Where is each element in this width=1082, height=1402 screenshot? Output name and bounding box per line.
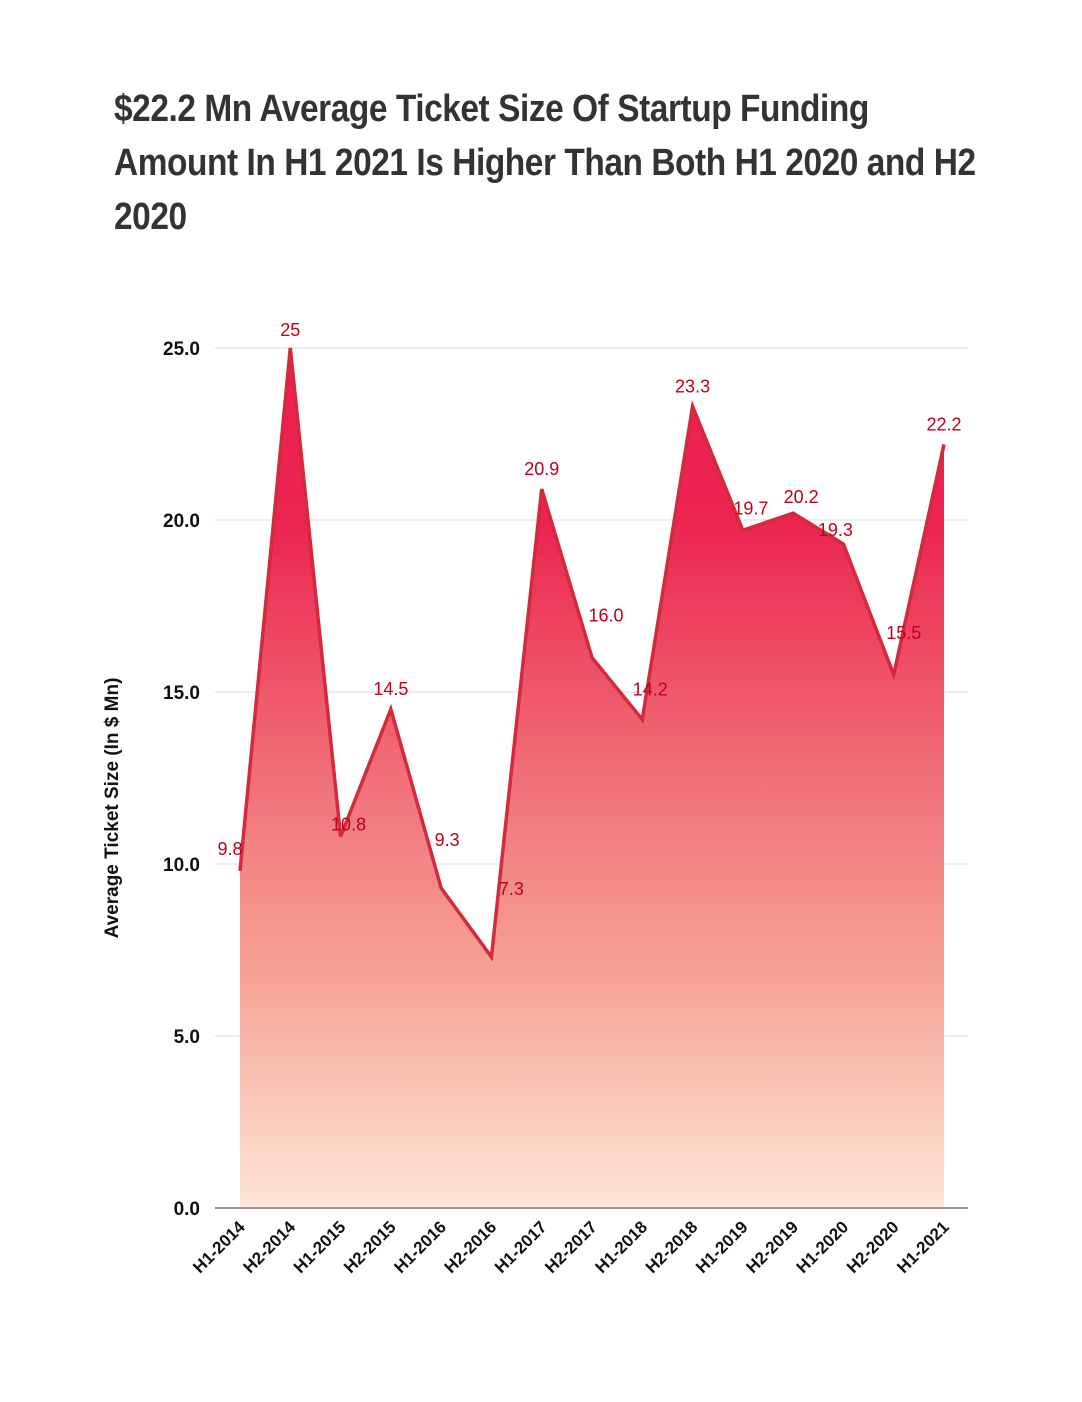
x-tick-label: H2-2017 <box>541 1217 601 1277</box>
x-tick-label: H2-2020 <box>843 1217 903 1277</box>
y-axis-ticks: 0.0 5.0 10.0 15.0 20.0 25.0 <box>163 339 200 1220</box>
data-label: 14.5 <box>373 679 408 699</box>
x-tick-label: H1-2014 <box>189 1217 249 1277</box>
x-tick-label: H2-2015 <box>340 1217 400 1277</box>
area-series <box>215 347 968 1209</box>
data-labels: 9.8 25 10.8 14.5 9.3 7.3 20.9 16.0 14.2 23.3 19.7 2… <box>217 320 961 899</box>
y-tick-label: 15.0 <box>163 683 200 704</box>
x-tick-label: H1-2021 <box>893 1217 953 1277</box>
data-label: 7.3 <box>499 879 524 899</box>
x-tick-label: H1-2020 <box>793 1217 853 1277</box>
x-tick-label: H1-2017 <box>491 1217 551 1277</box>
x-tick-label: H1-2015 <box>290 1217 350 1277</box>
data-label: 14.2 <box>633 680 668 700</box>
data-label: 25 <box>280 320 300 340</box>
data-label: 9.3 <box>435 830 460 850</box>
y-tick-label: 5.0 <box>174 1027 200 1048</box>
data-label: 22.2 <box>926 414 961 434</box>
y-tick-label: 20.0 <box>163 511 200 532</box>
y-tick-label: 0.0 <box>174 1199 200 1220</box>
chart-title: $22.2 Mn Average Ticket Size Of Startup … <box>114 88 976 238</box>
y-axis-title: Average Ticket Size (In $ Mn) <box>102 678 123 939</box>
data-label: 15.5 <box>886 623 921 643</box>
x-tick-label: H1-2018 <box>592 1217 652 1277</box>
data-label: 16.0 <box>588 606 623 626</box>
data-label: 20.2 <box>784 487 819 507</box>
x-axis-ticks: H1-2014H2-2014H1-2015H2-2015H1-2016H2-20… <box>189 1217 953 1277</box>
x-tick-label: H2-2014 <box>240 1217 300 1277</box>
x-tick-label: H2-2019 <box>742 1217 802 1277</box>
data-label: 9.8 <box>217 839 242 859</box>
data-label: 19.3 <box>818 520 853 540</box>
x-tick-label: H1-2019 <box>692 1217 752 1277</box>
data-label: 19.7 <box>733 498 768 518</box>
x-tick-label: H2-2018 <box>642 1217 702 1277</box>
x-tick-label: H2-2016 <box>441 1217 501 1277</box>
data-label: 20.9 <box>524 459 559 479</box>
x-tick-label: H1-2016 <box>390 1217 450 1277</box>
data-label: 23.3 <box>675 376 710 396</box>
y-tick-label: 25.0 <box>163 339 200 360</box>
area-fill <box>240 348 944 1208</box>
data-label: 10.8 <box>331 814 366 834</box>
y-tick-label: 10.0 <box>163 855 200 876</box>
